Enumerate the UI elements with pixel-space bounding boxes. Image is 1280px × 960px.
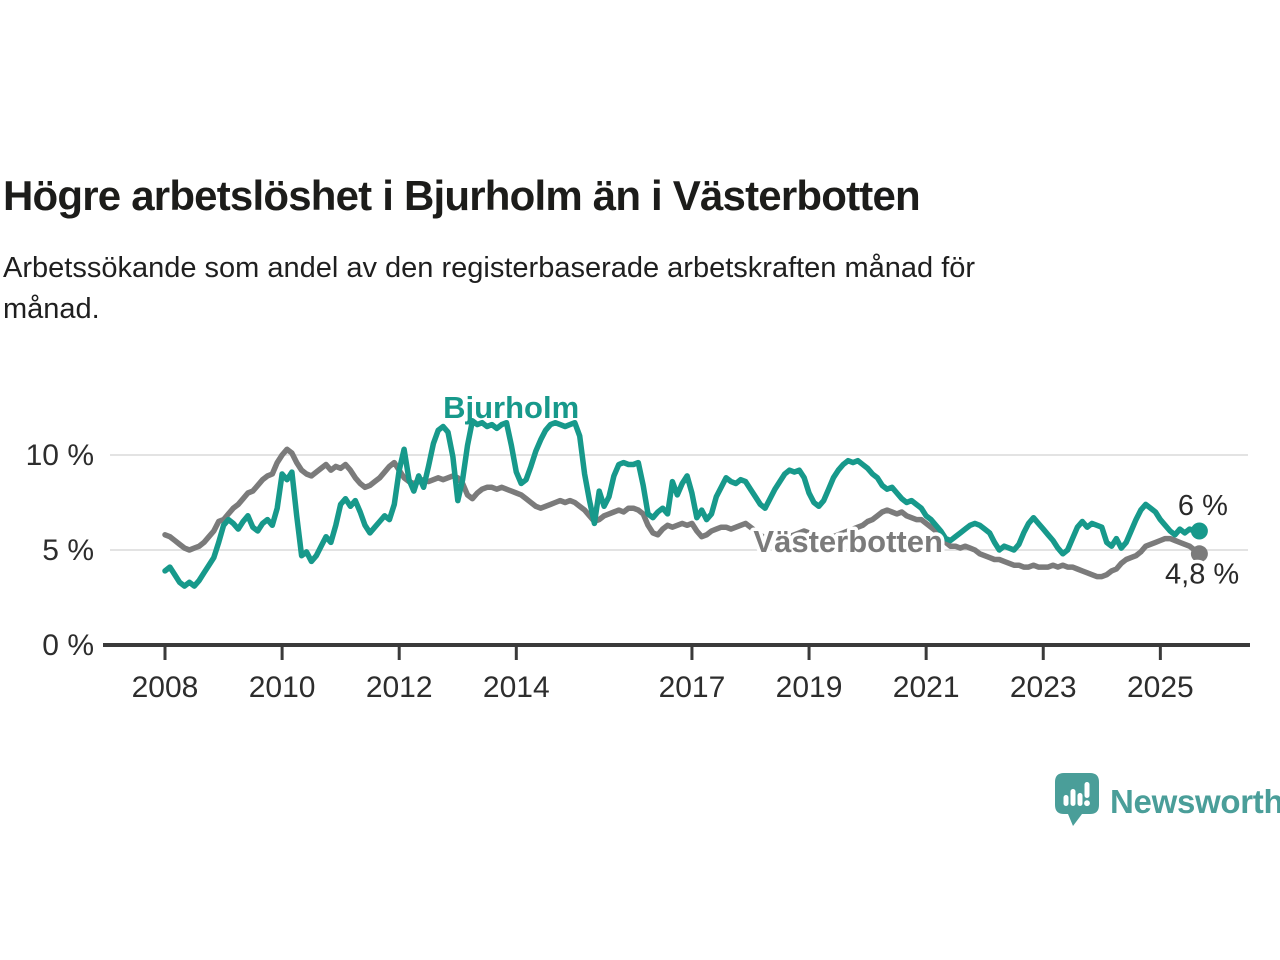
chart-title: Högre arbetslöshet i Bjurholm än i Väste… — [3, 172, 921, 220]
x-tick-label: 2025 — [1127, 671, 1194, 704]
chart-svg: 2008 2010 2012 2014 2017 2019 2021 2023 2025 0 % 5… — [26, 390, 1250, 704]
x-tick-label: 2012 — [366, 671, 433, 704]
line-chart: 2008 2010 2012 2014 2017 2019 2021 2023 2025 0 % 5… — [0, 380, 1280, 710]
newsworthy-logo-icon — [1054, 772, 1100, 832]
value-label: 4,8 % — [1165, 558, 1239, 590]
x-tick-label: 2019 — [776, 671, 843, 704]
x-tick-label: 2014 — [483, 671, 550, 704]
x-tick-label: 2023 — [1010, 671, 1077, 704]
speech-bubble-bar-chart-icon — [1055, 773, 1099, 826]
y-tick-label: 0 % — [42, 629, 94, 662]
value-label: 6 % — [1178, 490, 1228, 522]
series-label-bjurholm: Bjurholm — [443, 390, 579, 425]
end-dot-västerbotten — [1190, 545, 1208, 563]
end-dot-bjurholm — [1190, 522, 1208, 540]
x-tick-label: 2010 — [249, 671, 316, 704]
newsworthy-logo-text: Newsworthy — [1110, 783, 1280, 820]
subtitle-line-2: månad. — [3, 293, 100, 325]
series-line-västerbotten — [162, 446, 1203, 580]
newsworthy-logo: Newsworthy — [1054, 772, 1280, 832]
x-tick-label: 2021 — [893, 671, 960, 704]
y-tick-label: 5 % — [42, 534, 94, 567]
series-label-västerbotten: Västerbotten — [753, 524, 942, 559]
x-tick-label: 2017 — [659, 671, 726, 704]
subtitle-line-1: Arbetssökande som andel av den registerb… — [3, 252, 976, 284]
y-tick-label: 10 % — [26, 439, 94, 472]
chart-subtitle: Arbetssökande som andel av den registerb… — [3, 248, 975, 330]
x-tick-label: 2008 — [132, 671, 199, 704]
series-line-bjurholm — [162, 418, 1203, 589]
